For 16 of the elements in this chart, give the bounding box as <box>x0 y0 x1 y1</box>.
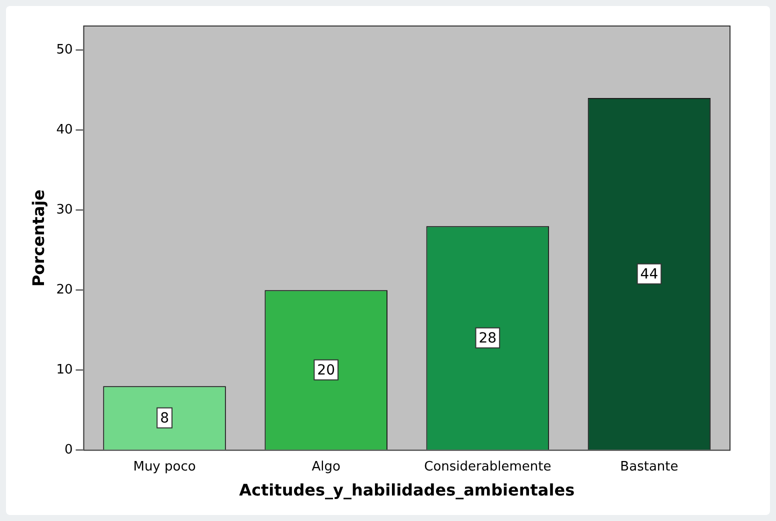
y-tick-label: 0 <box>64 442 73 458</box>
y-axis-title: Porcentaje <box>28 189 48 287</box>
x-tick-label: Algo <box>312 459 340 474</box>
y-tick-label: 10 <box>56 362 73 378</box>
y-tick-label: 40 <box>56 122 73 138</box>
data-label: 20 <box>317 362 336 379</box>
x-axis-title: Actitudes_y_habilidades_ambientales <box>239 480 575 500</box>
data-label: 28 <box>478 330 497 347</box>
y-tick-label: 50 <box>56 42 73 58</box>
y-tick-label: 30 <box>56 202 73 218</box>
data-label: 44 <box>640 266 658 283</box>
y-tick-label: 20 <box>56 282 73 298</box>
x-tick-label: Bastante <box>620 459 678 474</box>
x-tick-label: Muy poco <box>133 459 196 474</box>
x-tick-label: Considerablemente <box>424 459 552 474</box>
data-label: 8 <box>160 410 169 427</box>
